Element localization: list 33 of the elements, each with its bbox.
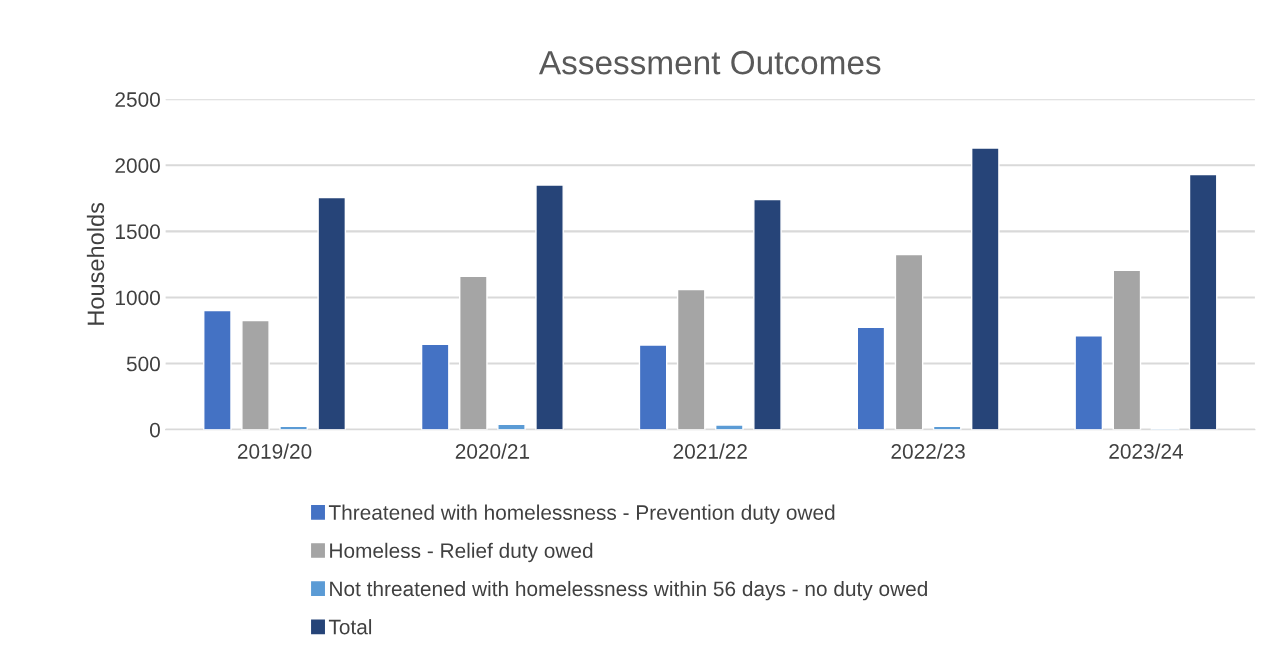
bar	[459, 275, 488, 430]
y-tick-label: 2500	[115, 92, 160, 107]
bar	[535, 184, 564, 430]
bar	[753, 198, 782, 430]
bar	[203, 309, 232, 430]
y-tick-label: 0	[149, 422, 160, 438]
bar	[638, 344, 668, 430]
y-tick-label: 1500	[116, 224, 160, 240]
bar	[856, 326, 886, 430]
x-tick-label: 2020/21	[455, 443, 530, 459]
bar	[420, 343, 450, 430]
x-tick-label: 2021/22	[673, 443, 747, 459]
bar	[241, 319, 270, 430]
x-tick-label: 2022/23	[891, 443, 965, 459]
legend-label: Homeless - Relief duty owed	[330, 542, 593, 563]
bar	[894, 253, 924, 430]
legend-label: Total	[328, 619, 372, 635]
bar	[1112, 269, 1142, 430]
bar	[317, 196, 347, 430]
y-axis-title: Households	[86, 202, 105, 325]
bar	[1188, 173, 1218, 430]
y-tick-label: 1000	[116, 290, 160, 306]
chart-title: Assessment Outcomes	[538, 50, 881, 75]
legend-label: Not threatened with homelessness within 56 days - no duty owed	[330, 580, 927, 601]
x-tick-label: 2019/20	[237, 443, 312, 459]
legend-label: Threatened with homelessness - Prevention duty owed	[328, 504, 835, 525]
y-tick-label: 2000	[115, 158, 160, 173]
bar	[715, 424, 744, 430]
bar	[676, 288, 706, 430]
x-tick-label: 2023/24	[1109, 443, 1184, 459]
bar	[1074, 335, 1104, 430]
bar	[970, 147, 1000, 430]
y-tick-label: 500	[126, 356, 160, 372]
